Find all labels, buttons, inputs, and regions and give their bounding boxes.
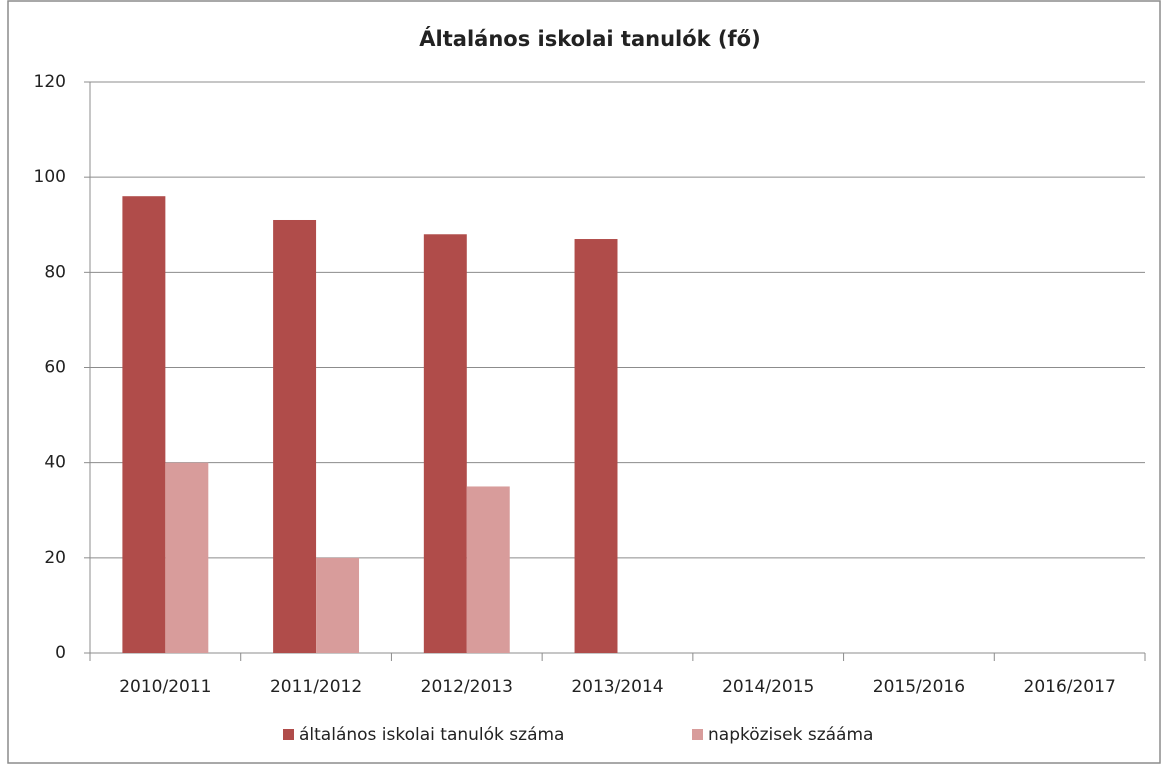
x-tick-label: 2012/2013: [421, 677, 513, 697]
y-tick-label: 120: [34, 72, 66, 92]
x-tick-label: 2011/2012: [270, 677, 362, 697]
bar: [423, 234, 467, 653]
bar: [273, 219, 317, 653]
legend-swatch: [692, 729, 703, 740]
x-tick-label: 2010/2011: [119, 677, 211, 697]
y-tick-label: 20: [44, 548, 66, 568]
y-tick-label: 80: [44, 262, 66, 282]
x-tick-label: 2013/2014: [571, 677, 663, 697]
y-tick-label: 60: [44, 358, 66, 378]
y-tick-label: 100: [34, 167, 66, 187]
x-tick-label: 2016/2017: [1024, 677, 1116, 697]
y-tick-label: 0: [55, 643, 66, 663]
chart-title: Általános iskolai tanulók (fő): [419, 26, 760, 51]
bar: [316, 557, 360, 653]
x-tick-label: 2015/2016: [873, 677, 965, 697]
bar: [466, 486, 510, 653]
y-tick-label: 40: [44, 453, 66, 473]
legend-label: napközisek szááma: [708, 725, 873, 745]
bar: [165, 462, 209, 653]
bar: [574, 239, 618, 653]
bar: [122, 196, 166, 653]
x-tick-label: 2014/2015: [722, 677, 814, 697]
legend-swatch: [283, 729, 294, 740]
legend-label: általános iskolai tanulók száma: [299, 725, 564, 745]
